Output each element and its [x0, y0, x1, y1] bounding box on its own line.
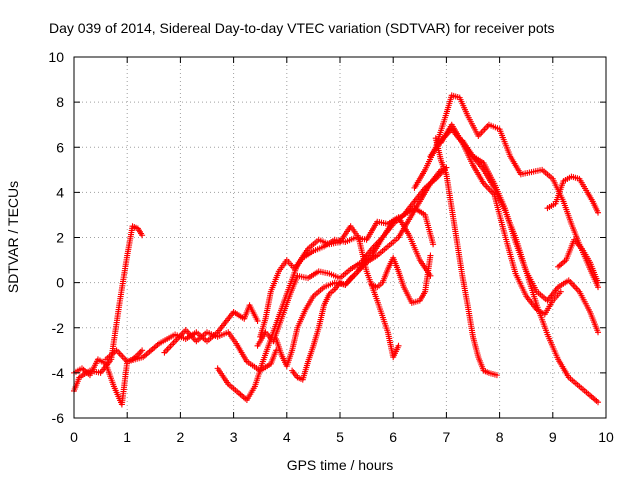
data-point [430, 241, 437, 248]
series-track-6 [254, 164, 450, 349]
x-tick-label: 9 [549, 429, 557, 445]
data-point [438, 166, 445, 173]
x-tick-label: 6 [389, 429, 397, 445]
y-tick-label: 8 [56, 94, 64, 110]
x-tick-label: 4 [283, 429, 291, 445]
data-point [493, 372, 500, 379]
data-point [139, 232, 146, 239]
y-tick-label: -4 [52, 365, 65, 381]
x-tick-label: 2 [177, 429, 185, 445]
x-tick-label: 7 [443, 429, 451, 445]
chart-title: Day 039 of 2014, Sidereal Day-to-day VTE… [49, 20, 555, 36]
x-tick-label: 3 [230, 429, 238, 445]
y-axis-label: SDTVAR / TECUs [5, 181, 21, 293]
series-track-15 [459, 137, 602, 336]
y-tick-label: 0 [56, 275, 64, 291]
y-tick-label: 6 [56, 139, 64, 155]
y-tick-label: 2 [56, 230, 64, 246]
series-track-11 [411, 92, 602, 291]
series-track-17 [555, 236, 602, 286]
data-point [427, 252, 434, 259]
x-tick-label: 8 [496, 429, 504, 445]
data-point [427, 272, 434, 279]
data-point [595, 209, 602, 216]
data-point [557, 288, 564, 295]
y-tick-label: 10 [48, 49, 64, 65]
x-tick-label: 0 [70, 429, 78, 445]
gridlines [74, 57, 606, 418]
x-axis-label: GPS time / hours [287, 457, 394, 473]
series-track-10 [368, 252, 434, 306]
y-tick-label: -2 [52, 320, 65, 336]
series-track-9 [289, 205, 437, 383]
x-tick-label: 10 [598, 429, 614, 445]
series-track-13 [438, 121, 564, 318]
data-point [139, 347, 146, 354]
data-point [595, 329, 602, 336]
data-point [254, 317, 261, 324]
series-track-2 [71, 223, 146, 394]
data-point [273, 347, 280, 354]
series-track-14 [432, 135, 500, 379]
axis-ticks: 0 1 2 3 4 5 6 7 8 9 10 -6 -4 -2 0 2 4 6 8 10 [48, 49, 614, 445]
x-tick-label: 5 [336, 429, 344, 445]
series-track-16 [544, 173, 602, 216]
y-tick-label: 4 [56, 184, 64, 200]
data-point [595, 399, 602, 406]
y-tick-label: -6 [52, 410, 65, 426]
data-point [137, 348, 144, 355]
series-track-5 [214, 223, 402, 403]
x-tick-label: 1 [123, 429, 131, 445]
data-point [395, 342, 402, 349]
data-series [71, 92, 602, 408]
